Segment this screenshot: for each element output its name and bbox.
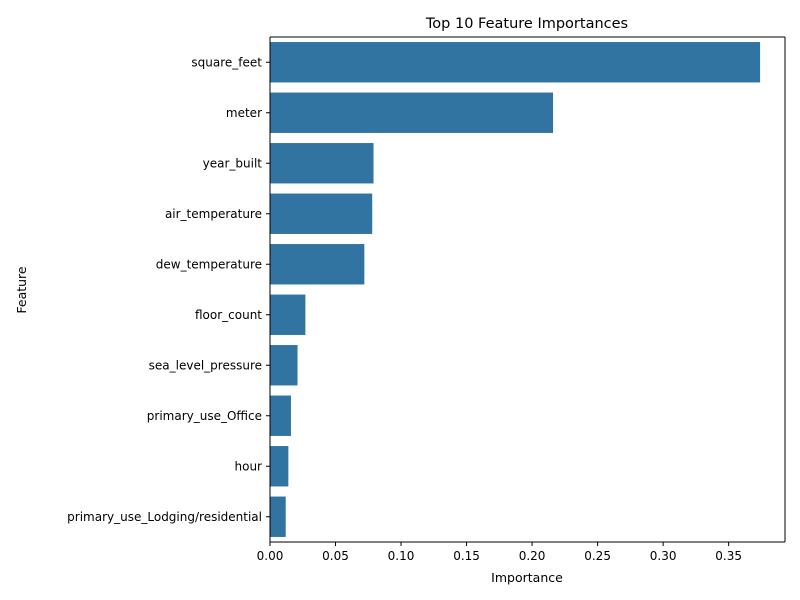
bar bbox=[270, 294, 306, 335]
chart-title: Top 10 Feature Importances bbox=[425, 16, 628, 32]
y-tick-label: dew_temperature bbox=[156, 257, 262, 271]
x-tick-label: 0.20 bbox=[519, 549, 546, 563]
x-tick-label: 0.35 bbox=[715, 549, 742, 563]
x-axis-ticks: 0.00 0.05 0.10 0.15 0.20 0.25 0.30 0.35 bbox=[257, 542, 742, 563]
y-tick-label: meter bbox=[226, 106, 262, 120]
y-tick-label: floor_count bbox=[195, 308, 262, 322]
bar bbox=[270, 395, 291, 436]
bar bbox=[270, 446, 289, 487]
bar bbox=[270, 193, 373, 234]
bar bbox=[270, 92, 554, 133]
x-tick-label: 0.00 bbox=[257, 549, 284, 563]
bar bbox=[270, 143, 374, 184]
y-axis-label: Feature bbox=[14, 266, 29, 314]
y-tick-label: primary_use_Lodging/residential bbox=[67, 510, 262, 524]
bar bbox=[270, 496, 286, 537]
x-axis-label: Importance bbox=[491, 570, 563, 585]
bar bbox=[270, 42, 761, 83]
y-tick-label: hour bbox=[235, 459, 263, 473]
x-tick-label: 0.25 bbox=[584, 549, 611, 563]
x-tick-label: 0.10 bbox=[388, 549, 415, 563]
bar bbox=[270, 244, 365, 285]
y-tick-label: year_built bbox=[203, 156, 263, 170]
bar bbox=[270, 345, 298, 386]
bars-group bbox=[270, 42, 761, 537]
x-tick-label: 0.05 bbox=[322, 549, 349, 563]
y-tick-label: air_temperature bbox=[165, 207, 262, 221]
x-tick-label: 0.30 bbox=[650, 549, 677, 563]
y-tick-label: sea_level_pressure bbox=[149, 358, 262, 372]
x-tick-label: 0.15 bbox=[453, 549, 480, 563]
y-tick-label: primary_use_Office bbox=[147, 409, 262, 423]
y-tick-label: square_feet bbox=[191, 55, 262, 69]
